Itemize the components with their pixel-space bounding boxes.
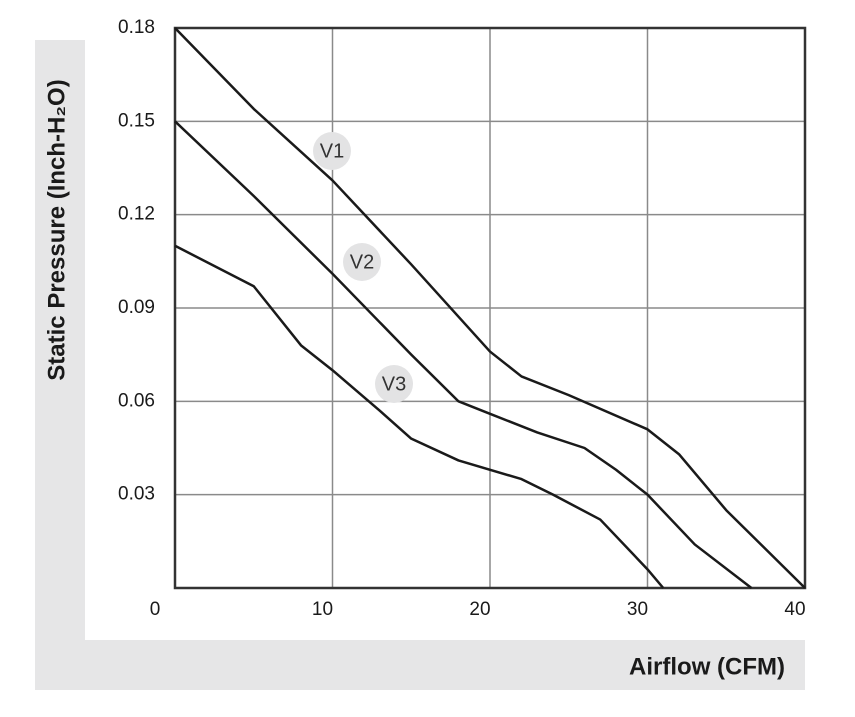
series-line: [174, 27, 806, 589]
series-label: V1: [320, 140, 344, 162]
series-label: V3: [382, 373, 406, 395]
x-tick-label: 40: [784, 599, 805, 620]
label-badge: [375, 365, 413, 403]
y-tick-label: 0.15: [118, 110, 155, 131]
y-tick-label: 0.06: [118, 390, 155, 411]
label-badge: [313, 132, 351, 170]
x-tick-label: 30: [627, 599, 648, 620]
series-label: V2: [350, 251, 374, 273]
y-tick-label: 0.18: [118, 17, 155, 38]
x-tick-label: 20: [469, 599, 490, 620]
y-tick-label: 0.09: [118, 297, 155, 318]
plot-border: [173, 26, 807, 590]
y-axis-title: Static Pressure (Inch-H₂O): [43, 79, 70, 380]
series-line: [174, 120, 753, 589]
x-tick-label: 10: [312, 599, 333, 620]
y-tick-label: 0.03: [118, 484, 155, 505]
label-badge: [343, 243, 381, 281]
y-tick-label: 0.12: [118, 204, 155, 225]
x-tick-label: 0: [150, 599, 161, 620]
series-line: [174, 244, 665, 589]
x-axis-title: Airflow (CFM): [629, 653, 785, 680]
